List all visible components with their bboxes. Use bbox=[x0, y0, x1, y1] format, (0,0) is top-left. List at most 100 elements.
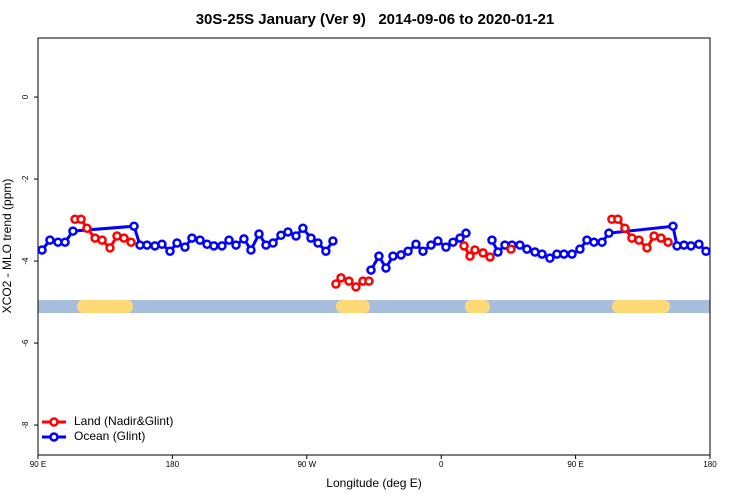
point bbox=[298, 223, 308, 234]
point bbox=[604, 228, 614, 238]
point bbox=[97, 235, 107, 245]
land-band bbox=[465, 300, 490, 313]
point bbox=[331, 279, 341, 289]
point bbox=[642, 243, 652, 253]
point bbox=[195, 235, 205, 245]
y-tick-label: -4 bbox=[21, 257, 30, 265]
point bbox=[485, 252, 495, 262]
plot-frame bbox=[37, 37, 711, 456]
point bbox=[209, 241, 219, 251]
point bbox=[231, 240, 241, 250]
point bbox=[620, 223, 630, 234]
legend-label: Land (Nadir&Glint) bbox=[74, 414, 173, 428]
point bbox=[239, 234, 249, 244]
point bbox=[634, 235, 644, 245]
point bbox=[37, 245, 47, 255]
point bbox=[283, 227, 293, 237]
point bbox=[418, 246, 428, 256]
point bbox=[589, 237, 599, 247]
point bbox=[68, 226, 78, 236]
point bbox=[291, 231, 301, 241]
point bbox=[374, 251, 384, 261]
point bbox=[276, 230, 286, 240]
x-tick-label: 90 W bbox=[297, 460, 316, 469]
y-axis-label: XCO2 - MLO trend (ppm) bbox=[0, 179, 14, 314]
legend-marker bbox=[49, 417, 59, 427]
legend-marker bbox=[49, 432, 59, 442]
point bbox=[433, 236, 443, 246]
point bbox=[403, 246, 413, 256]
point bbox=[165, 246, 175, 256]
point bbox=[567, 249, 577, 259]
point bbox=[465, 251, 475, 261]
point bbox=[613, 214, 623, 224]
point bbox=[426, 240, 436, 250]
y-tick-label: -2 bbox=[21, 175, 30, 183]
point bbox=[129, 221, 139, 231]
point bbox=[441, 242, 451, 252]
x-axis-label: Longitude (deg E) bbox=[326, 476, 421, 490]
point bbox=[60, 237, 70, 247]
point bbox=[478, 248, 488, 258]
point bbox=[559, 249, 569, 259]
chart-title: 30S-25S January (Ver 9) 2014-09-06 to 20… bbox=[196, 11, 555, 28]
point bbox=[119, 233, 129, 243]
point bbox=[470, 245, 480, 255]
point bbox=[172, 238, 182, 248]
point bbox=[545, 253, 555, 263]
land-band bbox=[336, 300, 370, 313]
point bbox=[76, 214, 86, 224]
point bbox=[180, 242, 190, 252]
point bbox=[575, 244, 585, 254]
point bbox=[157, 239, 167, 249]
point bbox=[142, 240, 152, 250]
point bbox=[411, 239, 421, 249]
y-tick-label: -6 bbox=[21, 339, 30, 347]
point bbox=[686, 241, 696, 251]
point bbox=[455, 233, 465, 243]
x-tick-label: 0 bbox=[439, 460, 444, 469]
ocean-band bbox=[38, 300, 710, 313]
point bbox=[268, 238, 278, 248]
point bbox=[344, 276, 354, 286]
point bbox=[366, 265, 376, 275]
point bbox=[45, 235, 55, 245]
point bbox=[396, 250, 406, 260]
point bbox=[254, 229, 264, 239]
point bbox=[537, 249, 547, 259]
point bbox=[328, 236, 338, 246]
point bbox=[487, 235, 497, 245]
land-band bbox=[612, 300, 670, 313]
point bbox=[246, 245, 256, 255]
land-band bbox=[77, 300, 133, 313]
x-tick-label: 180 bbox=[166, 460, 180, 469]
point bbox=[321, 246, 331, 256]
surface-band bbox=[38, 300, 710, 313]
legend-label: Ocean (Glint) bbox=[74, 429, 145, 443]
x-tick-label: 180 bbox=[703, 460, 717, 469]
point bbox=[656, 233, 666, 243]
y-tick-label: 0 bbox=[21, 94, 30, 99]
point bbox=[668, 221, 678, 231]
point bbox=[217, 241, 227, 251]
point bbox=[364, 276, 374, 286]
point bbox=[82, 223, 92, 234]
y-tick-label: -8 bbox=[21, 421, 30, 429]
point bbox=[336, 273, 346, 283]
point bbox=[461, 228, 471, 238]
point bbox=[597, 237, 607, 247]
point bbox=[459, 241, 469, 251]
point bbox=[493, 247, 503, 257]
point bbox=[187, 233, 197, 243]
point bbox=[448, 237, 458, 247]
x-tick-label: 90 E bbox=[30, 460, 46, 469]
point bbox=[388, 251, 398, 261]
point bbox=[506, 244, 516, 254]
point bbox=[515, 240, 525, 250]
point bbox=[663, 237, 673, 247]
point bbox=[105, 243, 115, 253]
point bbox=[313, 238, 323, 248]
point bbox=[701, 246, 711, 256]
